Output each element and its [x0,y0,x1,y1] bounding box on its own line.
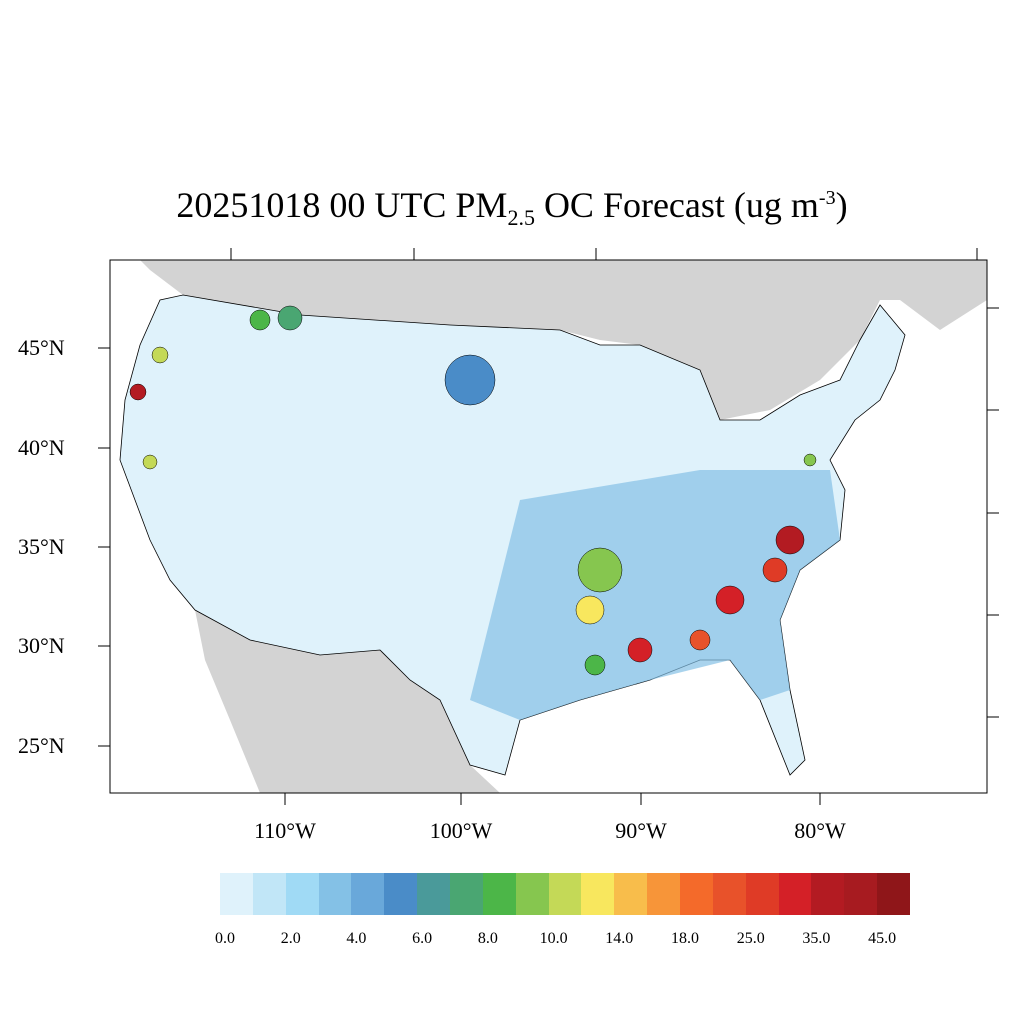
colorbar-swatch [778,873,812,915]
colorbar-tick-label: 2.0 [280,930,301,947]
canada-land [140,260,987,420]
colorbar-swatch [450,873,484,915]
colorbar-swatch [515,873,550,915]
colorbar-swatch [417,873,451,915]
colorbar-swatch [581,873,615,915]
colorbar-swatch [351,873,385,915]
concentration-hotspot [249,309,271,331]
lon-label-100w: 100°W [429,818,493,843]
colorbar-swatch [548,873,582,915]
map-title: 20251018 00 UTC PM2.5 OC Forecast (ug m-… [176,185,848,231]
concentration-hotspot [689,629,711,651]
colorbar-swatch [220,873,254,915]
lon-label-90w: 90°W [615,818,667,843]
colorbar-swatch [318,873,352,915]
colorbar-swatch [252,873,287,915]
colorbar-tick-label: 45.0 [868,930,897,947]
colorbar-swatch [811,873,845,915]
colorbar-tick-label: 18.0 [671,930,699,947]
colorbar-tick-label: 6.0 [412,930,433,947]
colorbar-tick-label: 4.0 [346,930,367,947]
map-frame [109,259,988,794]
mexico-land [195,610,500,793]
southeast-region-shading [470,470,840,720]
concentration-hotspot [577,547,623,593]
concentration-hotspot [762,557,788,583]
lat-label-45: 45°N [18,335,65,360]
colorbar-swatch [614,873,648,915]
colorbar-swatch [647,873,681,915]
colorbar-swatch [285,873,320,915]
concentration-hotspot [142,454,158,470]
lat-label-35: 35°N [18,534,65,559]
lon-label-110w: 110°W [254,818,316,843]
colorbar-tick-label: 35.0 [802,930,831,947]
colorbar-tick-label: 14.0 [605,930,634,947]
concentration-hotspot [151,346,169,364]
concentration-hotspot [444,354,496,406]
colorbar-swatch [482,873,517,915]
concentration-hotspot [575,595,605,625]
colorbar-swatch [844,873,878,915]
colorbar-tick-label: 25.0 [736,930,765,947]
colorbar-swatch [877,873,911,915]
concentration-hotspot [803,453,817,467]
concentration-hotspot [277,305,303,331]
colorbar-swatch [384,873,418,915]
concentration-hotspot [775,525,805,555]
lat-label-30: 30°N [18,633,65,658]
lon-label-80w: 80°W [794,818,846,843]
concentration-hotspot [627,637,653,663]
colorbar-tick-label: 10.0 [539,930,568,947]
colorbar-swatch [680,873,714,915]
colorbar-swatch [745,873,780,915]
concentration-hotspot [129,383,147,401]
lat-label-25: 25°N [18,733,65,758]
colorbar-tick-label: 8.0 [477,930,498,947]
colorbar-swatch [712,873,747,915]
concentration-hotspot [715,585,745,615]
colorbar-tick-label: 0.0 [215,930,235,947]
lat-label-40: 40°N [18,435,65,460]
concentration-hotspot [584,654,606,676]
